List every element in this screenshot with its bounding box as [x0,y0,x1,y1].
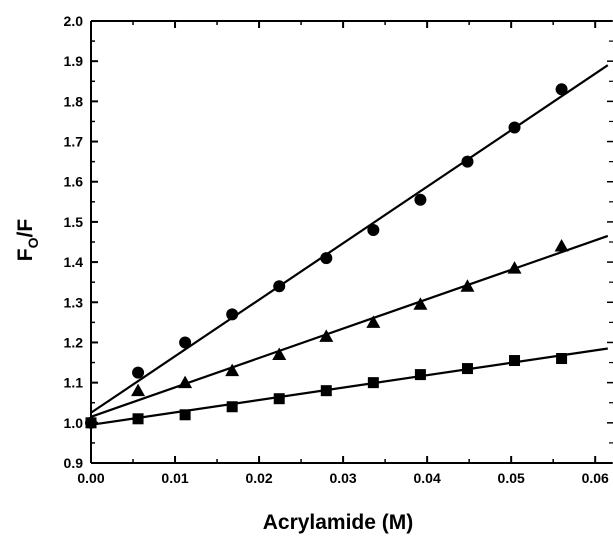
square-point [320,385,332,397]
square-point [179,409,191,421]
y-tick-label: 1.4 [64,254,84,270]
square-point [132,413,144,425]
y-axis-title-suffix: /F [14,219,37,238]
triangle-point [225,363,240,377]
y-tick-label: 1.2 [64,334,84,350]
triangle-point [413,297,428,310]
x-tick-label: 0.05 [498,470,525,486]
triangle-fit-line [90,234,609,418]
x-tick-label: 0.06 [582,470,609,486]
triangle-point [319,329,334,342]
y-tick-label: 1.5 [64,214,84,230]
x-tick-label: 0.00 [77,470,104,486]
y-axis-title: FO/F [14,219,41,262]
triangle-point [507,261,522,274]
triangle-point [554,239,569,252]
y-tick-label: 1.6 [64,174,84,190]
fit-lines [90,64,609,426]
y-tick-label: 1.9 [64,53,84,69]
triangle-point [131,383,146,397]
square-point [367,377,379,389]
x-tick-label: 0.04 [414,470,441,486]
square-point [85,417,97,429]
circle-point [273,280,286,293]
square-fit-line [90,347,608,426]
y-tick-label: 0.9 [64,455,84,471]
y-tick-label: 1.7 [64,134,84,150]
y-tick-label: 1.8 [64,93,84,109]
y-tick-label: 1.0 [64,415,84,431]
y-axis-ticks: 0.9 1.0 1.1 1.2 1.3 1.4 1.5 1.6 1.7 1.8 1.9 2.0 [64,13,613,471]
square-point [226,401,238,413]
square-point [273,393,285,405]
circle-point [414,193,427,206]
triangle-point [178,375,193,389]
x-axis-title: Acrylamide (M) [263,511,414,534]
triangle-point [272,347,287,361]
y-tick-label: 1.1 [64,375,84,391]
x-tick-label: 0.01 [161,470,188,486]
square-point [509,355,521,367]
y-axis-title-main: F [14,248,37,261]
y-tick-label: 1.3 [64,294,84,310]
square-point [461,363,473,375]
circle-point [555,83,568,96]
triangle-point [460,279,475,292]
axes [90,20,612,464]
x-axis-ticks: 0.00 0.01 0.02 0.03 0.04 0.05 0.06 [77,21,609,486]
circle-point [226,308,239,321]
square-point [414,369,426,381]
square-point [556,353,568,365]
circle-point [132,366,145,379]
y-axis-title-subscript: O [25,237,41,248]
y-tick-label: 2.0 [64,13,84,29]
x-tick-label: 0.03 [329,470,356,486]
x-tick-label: 0.02 [245,470,272,486]
circle-point [320,252,333,265]
circle-point [367,223,380,236]
triangle-point [366,315,381,328]
data-points [85,83,569,429]
circle-point [179,336,192,349]
circle-point [508,121,521,134]
circle-point [461,155,474,168]
circle-fit-line [90,64,609,414]
